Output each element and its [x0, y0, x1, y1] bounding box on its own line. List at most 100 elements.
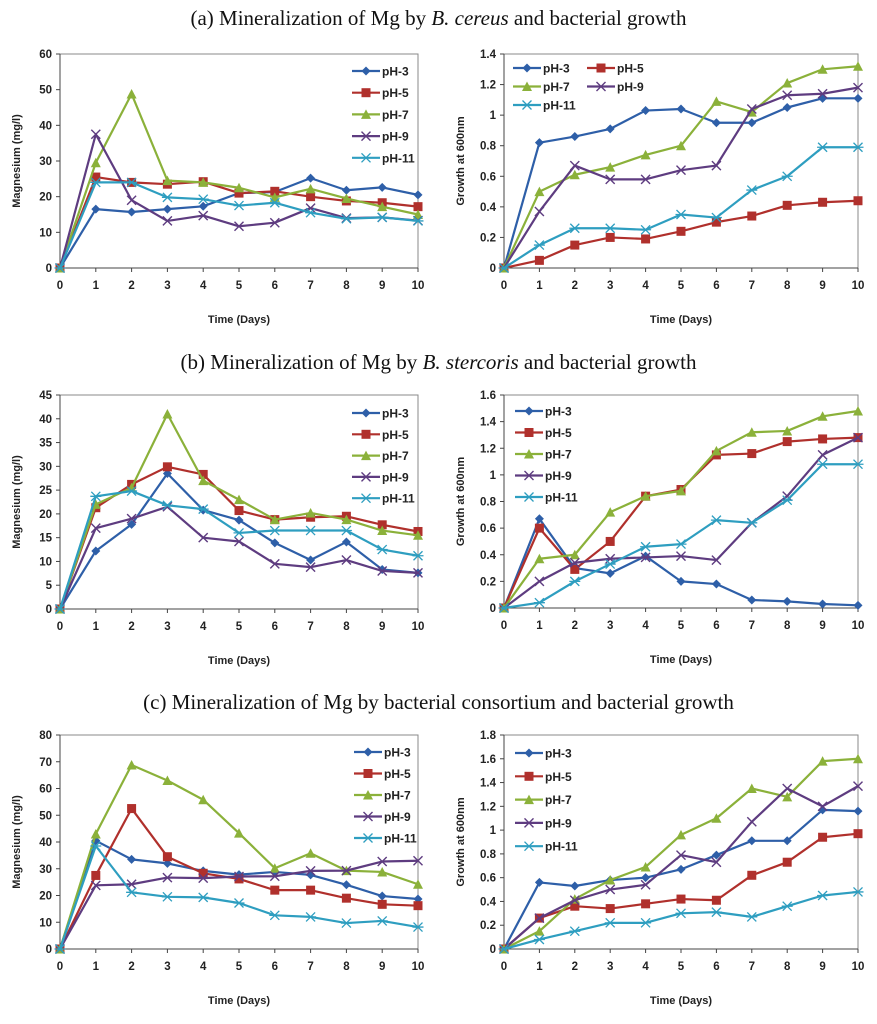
series-line — [502, 517, 859, 609]
data-point — [853, 600, 863, 610]
data-point — [306, 555, 316, 565]
y-tick-label: 1.2 — [480, 443, 496, 455]
legend-entry: pH-11 — [515, 491, 578, 505]
data-point — [534, 514, 544, 524]
x-tick-label: 7 — [749, 280, 755, 292]
y-tick-label: 1 — [490, 825, 497, 837]
y-tick-label: 1.6 — [480, 390, 496, 402]
series-pH-11 — [498, 886, 864, 954]
legend-label: pH-9 — [384, 810, 411, 824]
y-tick-label: 60 — [39, 784, 52, 796]
data-point — [711, 857, 722, 868]
data-point — [818, 832, 828, 842]
legend-label: pH-11 — [545, 840, 578, 854]
data-point — [676, 576, 686, 586]
y-tick-label: 0.6 — [480, 873, 496, 885]
x-tick-label: 7 — [307, 961, 313, 973]
data-point — [570, 240, 580, 250]
data-point — [534, 523, 544, 533]
data-point — [605, 174, 616, 185]
data-point — [90, 523, 101, 534]
y-tick-label: 0.6 — [480, 523, 496, 535]
data-point — [676, 226, 686, 236]
data-point — [90, 157, 101, 168]
legend-label: pH-5 — [545, 770, 572, 784]
data-point — [640, 491, 651, 501]
data-point — [162, 175, 173, 186]
legend-marker — [362, 833, 374, 843]
legend-marker — [596, 81, 606, 92]
x-tick-label: 5 — [236, 961, 243, 973]
x-axis-title: Time (Days) — [208, 995, 270, 1007]
data-point — [782, 783, 793, 794]
data-point — [640, 552, 651, 563]
legend-marker — [521, 100, 533, 110]
x-tick-label: 3 — [607, 620, 613, 632]
x-tick-label: 1 — [93, 621, 100, 633]
x-axis-title: Time (Days) — [650, 654, 712, 666]
legend-entry: pH-7 — [352, 108, 409, 122]
data-point — [306, 885, 316, 895]
legend-entry: pH-5 — [352, 86, 409, 100]
data-point — [570, 901, 580, 911]
data-point — [340, 213, 352, 224]
plot-area — [59, 53, 419, 269]
legend-marker — [524, 449, 534, 459]
x-tick-label: 6 — [272, 280, 278, 292]
panel-title-b: (b) Mineralization of Mg by B. stercoris… — [0, 350, 877, 375]
data-point — [569, 223, 581, 234]
legend-label: pH-3 — [382, 407, 409, 421]
data-point — [676, 140, 686, 151]
data-point — [90, 880, 101, 891]
x-tick-label: 4 — [200, 621, 207, 633]
data-point — [570, 881, 580, 891]
x-tick-label: 6 — [272, 961, 278, 973]
data-point — [54, 944, 66, 954]
data-point — [817, 756, 828, 766]
legend-marker — [361, 109, 371, 119]
series-pH-5 — [55, 804, 423, 954]
data-point — [234, 536, 244, 547]
y-tick-label: 60 — [39, 49, 52, 61]
data-point — [341, 880, 351, 890]
data-point — [853, 781, 863, 792]
data-point — [233, 200, 245, 211]
legend-marker — [361, 450, 371, 461]
data-point — [782, 200, 792, 210]
data-point — [641, 106, 651, 116]
legend-entry: pH-7 — [515, 793, 572, 807]
data-point — [711, 813, 722, 823]
legend-marker — [363, 769, 373, 778]
x-tick-label: 4 — [642, 620, 649, 632]
data-point — [234, 871, 244, 882]
data-point — [126, 887, 138, 898]
series-line — [503, 146, 858, 269]
legend-label: pH-3 — [543, 62, 570, 76]
data-point — [305, 848, 316, 858]
chart-5: 0 0.2 0.4 0.6 0.8 1 1.2 1.4 1.6 1.8 0 1 2 3 4 5 6 7 8 9 10 Ti… — [455, 730, 864, 1007]
data-point — [676, 829, 686, 840]
data-point — [711, 895, 721, 905]
legend-marker — [524, 771, 534, 781]
data-point — [126, 513, 137, 524]
x-tick-label: 6 — [713, 280, 719, 292]
data-point — [162, 215, 173, 226]
data-point — [746, 911, 758, 922]
y-axis-title: Growth at 600nm — [455, 797, 467, 886]
x-tick-label: 1 — [93, 280, 100, 292]
data-point — [569, 549, 580, 560]
data-point — [162, 204, 172, 214]
data-point — [126, 486, 138, 497]
data-point — [90, 177, 102, 188]
x-tick-label: 9 — [379, 961, 385, 973]
legend-entry: pH-5 — [352, 428, 409, 442]
x-tick-label: 9 — [819, 280, 825, 292]
data-point — [605, 162, 616, 172]
data-point — [675, 209, 687, 220]
data-point — [676, 104, 686, 114]
data-point — [233, 898, 245, 908]
data-point — [269, 558, 280, 569]
y-axis-title: Magnesium (mg/l) — [11, 114, 23, 208]
data-point — [782, 78, 793, 88]
data-point — [90, 828, 101, 839]
